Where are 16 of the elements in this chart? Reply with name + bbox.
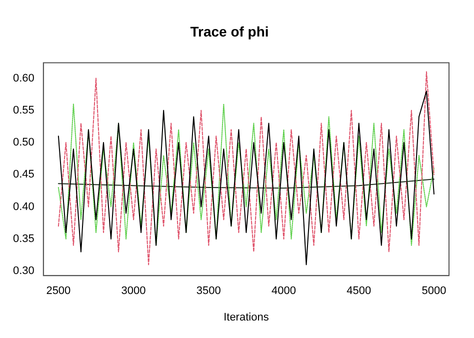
x-tick-label: 3000 [121,285,146,298]
x-tick-label: 4000 [272,285,296,298]
x-tick-label: 4500 [346,285,372,298]
y-tick-label: 0.40 [12,200,34,213]
x-tick-label: 3500 [196,285,221,298]
x-tick-label: 2500 [46,285,71,298]
chart-title: Trace of phi [190,23,269,40]
y-tick-label: 0.50 [12,136,34,149]
y-tick-label: 0.55 [12,104,34,116]
y-tick-label: 0.35 [12,232,34,245]
y-tick-label: 0.30 [12,265,34,278]
x-tick-label: 5000 [422,285,446,298]
line-series [58,103,434,246]
y-tick-label: 0.60 [12,72,34,84]
y-tick-label: 0.45 [12,168,34,181]
x-axis-title: Iterations [224,311,270,324]
